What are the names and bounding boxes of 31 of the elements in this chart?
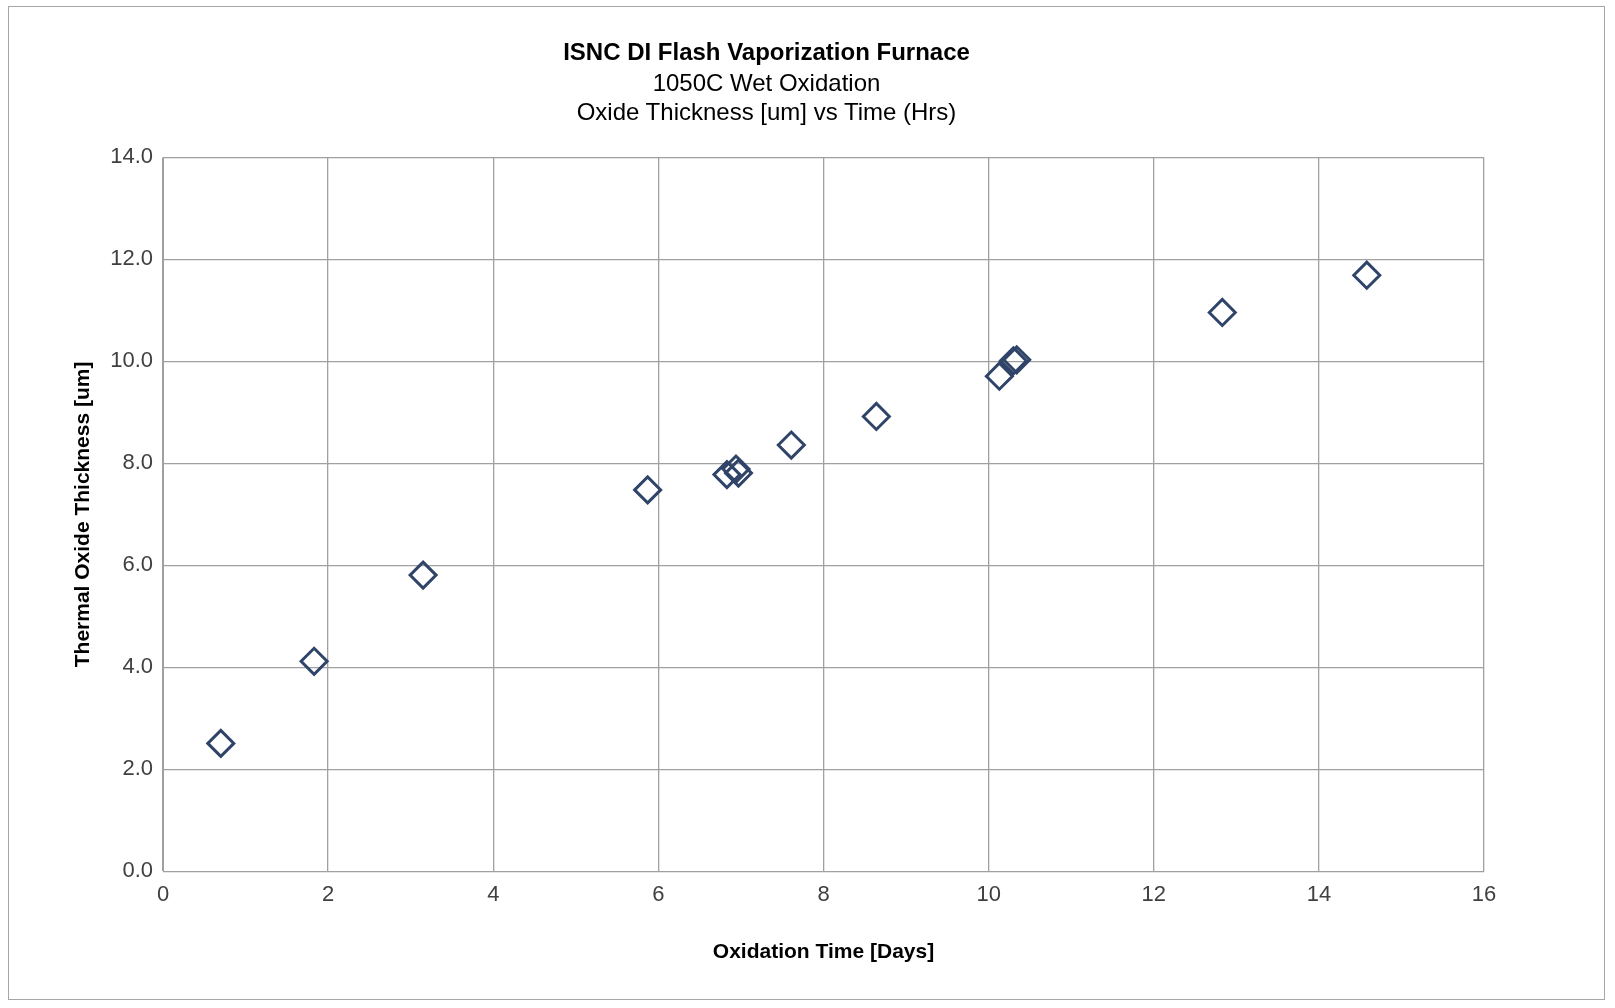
point	[984, 361, 1014, 391]
y-tick-label: 6.0	[122, 551, 154, 577]
x-tick-label: 14	[1306, 880, 1332, 906]
y-tick-label: 2.0	[122, 755, 154, 781]
y-tick-label: 10.0	[110, 347, 154, 373]
y-tick-label: 12.0	[110, 245, 154, 271]
chart-subtitle: 1050C Wet Oxidation Oxide Thickness [um] vs Time (Hrs)	[576, 68, 957, 125]
x-tick-label: 0	[156, 880, 170, 906]
y-tick-label: 14.0	[110, 143, 154, 169]
point	[299, 646, 329, 676]
x-tick-label: 4	[487, 880, 500, 906]
y-tick-label: 4.0	[122, 653, 154, 679]
y-tick-label: 0.0	[122, 857, 154, 883]
chart-title: ISNC DI Flash Vaporization Furnace	[563, 38, 970, 66]
point	[776, 430, 806, 460]
x-tick-label: 6	[652, 880, 665, 906]
point	[206, 728, 236, 758]
point	[861, 401, 891, 431]
point	[408, 560, 438, 590]
x-tick-label: 8	[817, 880, 830, 906]
point	[1352, 260, 1382, 290]
x-axis-title: Oxidation Time [Days]	[712, 939, 935, 963]
point	[633, 475, 663, 505]
x-tick-label: 16	[1471, 880, 1497, 906]
y-tick-label: 8.0	[122, 449, 154, 475]
x-tick-label: 10	[976, 880, 1001, 906]
x-tick-label: 12	[1141, 880, 1166, 906]
point	[1207, 297, 1237, 327]
x-tick-label: 2	[322, 880, 335, 906]
point	[712, 460, 742, 490]
y-axis-title: Thermal Oxide Thickness [um]	[70, 361, 94, 668]
